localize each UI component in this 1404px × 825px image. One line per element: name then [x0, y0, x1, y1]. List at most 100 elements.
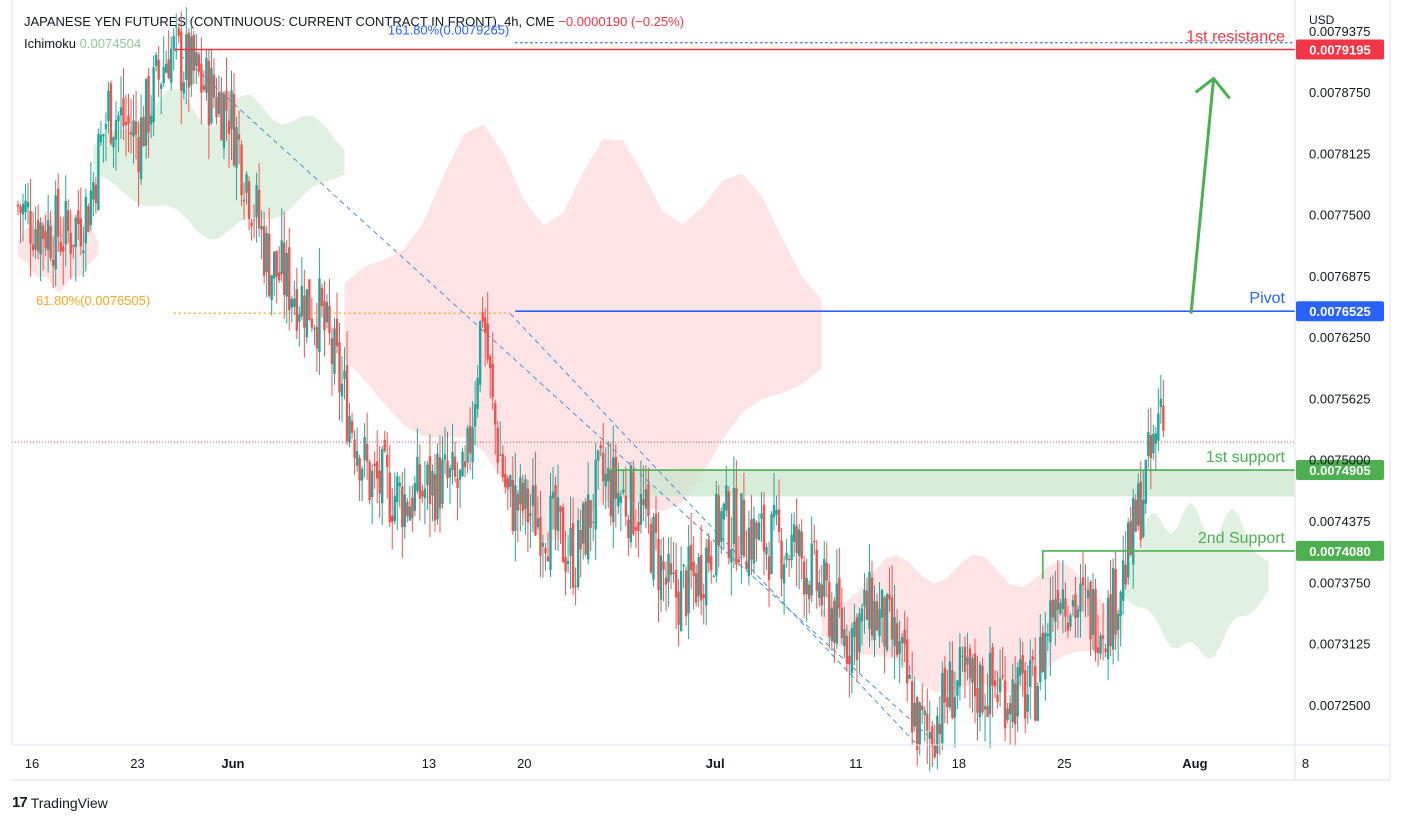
candle-body: [998, 678, 1002, 693]
candle-body: [710, 555, 713, 571]
candle: [1049, 577, 1052, 677]
candle: [36, 204, 40, 260]
candle-body: [1142, 499, 1145, 537]
candle: [745, 530, 748, 570]
candle: [149, 95, 153, 139]
candle: [489, 354, 492, 399]
candle: [210, 49, 213, 126]
candle-body: [632, 471, 635, 535]
tradingview-logo[interactable]: 17 TradingView: [12, 794, 108, 811]
candle: [669, 536, 673, 590]
candle: [458, 468, 462, 509]
candle: [260, 210, 263, 260]
candle-body: [742, 499, 746, 557]
candle: [79, 187, 82, 256]
candle-body: [594, 459, 597, 530]
candle: [878, 582, 881, 648]
candle: [1121, 535, 1125, 615]
candle-body: [556, 497, 560, 532]
candle-body: [805, 577, 808, 595]
candle: [1154, 426, 1158, 471]
time-axis[interactable]: 16 23 Jun 13 20 Jul 11 18 25 Aug 8: [25, 756, 1309, 771]
candle-body: [49, 226, 52, 259]
candle: [162, 36, 165, 87]
candle-body: [765, 547, 768, 555]
candle: [1064, 582, 1067, 633]
candle: [546, 532, 550, 562]
candle: [157, 45, 160, 98]
candle: [566, 535, 570, 573]
candle: [541, 534, 545, 578]
candle: [227, 91, 231, 169]
candle-body: [109, 83, 113, 144]
candle-body: [571, 523, 575, 588]
candle: [777, 479, 781, 543]
candle-body: [905, 639, 909, 684]
level-name: 1st support: [1206, 449, 1286, 466]
level-price-label: 0.0079195: [1309, 43, 1370, 58]
candle-body: [702, 594, 705, 599]
candle: [735, 460, 738, 572]
candle: [270, 275, 273, 316]
candle: [750, 494, 753, 576]
candle-body: [315, 326, 319, 349]
candle-body: [1119, 591, 1122, 617]
candle-body: [157, 59, 160, 80]
candle: [51, 236, 55, 289]
price-chart[interactable]: 161.80%(0.0079265) 61.80%(0.0076505) 1st …: [0, 0, 1404, 790]
candle: [916, 695, 919, 767]
candle-body: [981, 665, 984, 713]
candle-body: [300, 286, 304, 317]
support-zone: [610, 470, 1295, 497]
candle-body: [134, 121, 138, 135]
indicator-legend[interactable]: Ichimoku 0.0074504: [24, 36, 141, 51]
candle-body: [873, 600, 876, 641]
candle: [895, 608, 899, 658]
candle-body: [313, 328, 316, 330]
candle: [1104, 644, 1107, 658]
candle: [976, 655, 979, 741]
candle-body: [612, 457, 615, 523]
candle-body: [536, 518, 540, 527]
candle-body: [1089, 582, 1092, 640]
candle-body: [363, 436, 366, 460]
candle: [59, 216, 62, 256]
candle: [1031, 649, 1034, 676]
candle-body: [569, 527, 572, 557]
cloud-segment-4: [821, 554, 1124, 693]
candle-body: [835, 583, 839, 644]
candle-body: [700, 554, 703, 601]
candle: [682, 563, 685, 589]
candle-body: [320, 287, 324, 306]
candle-body: [551, 491, 555, 499]
candle-body: [684, 570, 688, 617]
candle: [421, 484, 424, 503]
candle: [69, 209, 72, 280]
candle-body: [539, 517, 542, 556]
candle-body: [732, 487, 736, 545]
candle: [330, 327, 334, 396]
candle-body: [916, 697, 919, 751]
candle-body: [1059, 602, 1062, 614]
candle: [280, 208, 283, 283]
candle: [602, 422, 605, 506]
candle-body: [99, 134, 103, 143]
candle-body: [634, 527, 638, 531]
candle-body: [586, 494, 590, 560]
candle: [1084, 564, 1087, 618]
candle-body: [910, 681, 914, 733]
candle: [154, 51, 158, 72]
candle: [996, 671, 999, 709]
candle: [637, 501, 640, 558]
candle-body: [124, 121, 128, 126]
candle: [159, 82, 163, 115]
candle-body: [875, 601, 879, 631]
candle: [16, 200, 20, 215]
candle: [760, 492, 763, 542]
candle-body: [1106, 597, 1110, 660]
candle-body: [1066, 622, 1070, 631]
candle-body: [735, 488, 738, 565]
candle-body: [72, 244, 75, 247]
candle-body: [813, 540, 816, 543]
